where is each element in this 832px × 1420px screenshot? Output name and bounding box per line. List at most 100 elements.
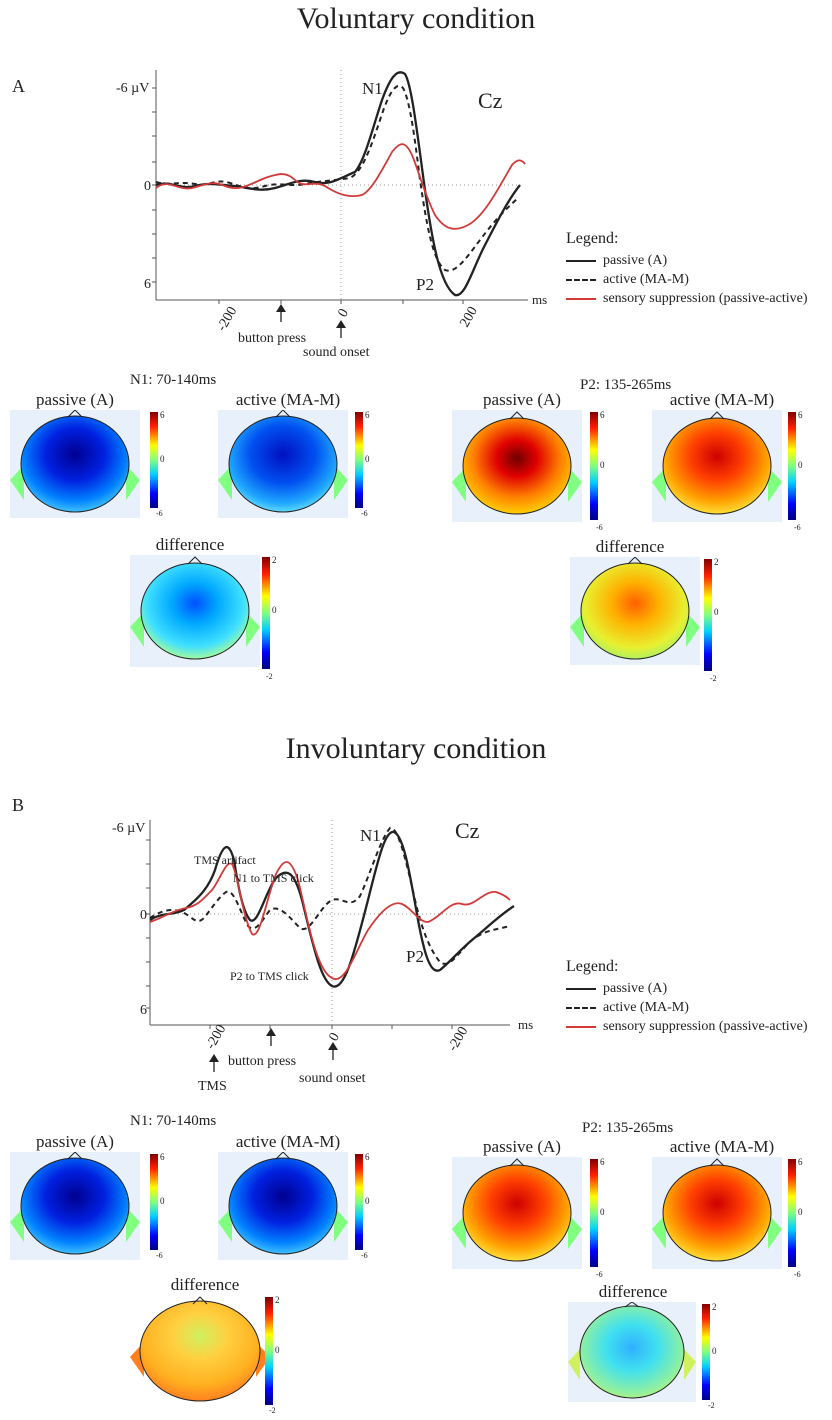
topo-b-n1-passive: passive (A) 6 0 -6	[10, 1132, 175, 1267]
legend-item-suppression: sensory suppression (passive-active)	[566, 1017, 808, 1036]
button-press-label: button press	[238, 331, 306, 346]
button-press-arrow	[276, 304, 286, 322]
x-unit: ms	[532, 292, 547, 307]
svg-text:2: 2	[712, 1302, 717, 1312]
peak-p2-label: P2	[406, 947, 424, 966]
p2-tms-label: P2 to TMS click	[230, 969, 309, 983]
topo-a-n1-passive: passive (A) 6 0 -6	[10, 390, 175, 525]
trace-passive	[155, 71, 521, 297]
legend-item-passive: passive (A)	[566, 251, 808, 270]
x-tick-1: -200	[203, 1022, 229, 1052]
svg-text:6: 6	[600, 1157, 605, 1167]
svg-text:-6: -6	[794, 1270, 801, 1279]
svg-text:0: 0	[714, 607, 719, 617]
topo-b-p2-passive: passive (A) 6 0 -6	[452, 1137, 617, 1292]
button-press-label: button press	[228, 1054, 296, 1069]
svg-text:-6: -6	[156, 509, 163, 518]
topo-a-p2-active: active (MA-M) 6 0 -6	[652, 390, 832, 545]
y-label-zero: 0	[144, 179, 151, 194]
svg-text:0: 0	[712, 1346, 717, 1356]
tms-arrow	[209, 1054, 219, 1072]
svg-text:6: 6	[365, 1152, 370, 1162]
channel-label: Cz	[455, 818, 480, 843]
svg-text:6: 6	[160, 410, 165, 420]
peak-p2-label: P2	[416, 275, 434, 294]
topo-a-n1-difference: difference 2 0 -2	[130, 535, 305, 690]
svg-text:-2: -2	[710, 674, 717, 683]
n1-window-label-a: N1: 70-140ms	[130, 372, 217, 388]
x-tick-2: 0	[335, 306, 351, 320]
legend-item-suppression: sensory suppression (passive-active)	[566, 289, 808, 308]
svg-text:-6: -6	[596, 523, 603, 532]
trace-suppression	[149, 861, 511, 980]
tms-label: TMS	[198, 1079, 227, 1094]
sound-onset-label: sound onset	[299, 1071, 366, 1086]
tms-artifact-label: TMS artifact	[194, 853, 256, 867]
svg-text:-6: -6	[361, 509, 368, 518]
svg-text:0: 0	[365, 454, 370, 464]
x-tick-2: 0	[326, 1030, 342, 1044]
svg-text:-6: -6	[361, 1251, 368, 1260]
trace-active	[149, 827, 511, 965]
legend-item-active: active (MA-M)	[566, 998, 808, 1017]
sound-onset-arrow	[336, 320, 346, 338]
svg-text:0: 0	[365, 1196, 370, 1206]
y-label-top: -6 µV	[112, 821, 145, 836]
x-tick-1: -200	[214, 304, 240, 334]
y-label-bottom: 6	[140, 1003, 147, 1018]
svg-text:-6: -6	[156, 1251, 163, 1260]
topo-b-n1-active: active (MA-M) 6 0 -6	[218, 1132, 398, 1267]
legend-title: Legend:	[566, 230, 619, 247]
svg-text:6: 6	[365, 410, 370, 420]
svg-text:0: 0	[160, 454, 165, 464]
x-tick-3: -200	[445, 1024, 471, 1054]
svg-text:-2: -2	[266, 672, 273, 681]
y-label-zero: 0	[140, 908, 147, 923]
trace-passive	[149, 830, 515, 988]
svg-text:6: 6	[798, 1157, 803, 1167]
legend-item-active: active (MA-M)	[566, 270, 808, 289]
panel-a-label: A	[12, 76, 25, 96]
trace-suppression	[155, 143, 526, 230]
p2-window-label-a: P2: 135-265ms	[580, 377, 672, 393]
topo-a-n1-active: active (MA-M) 6 0 -6	[218, 390, 398, 525]
x-tick-3: 200	[457, 304, 480, 330]
panel-b-label: B	[12, 795, 25, 815]
y-label-bottom: 6	[144, 277, 151, 292]
svg-text:2: 2	[714, 557, 719, 567]
peak-n1-label: N1	[362, 79, 383, 98]
channel-label: Cz	[478, 88, 503, 113]
svg-text:0: 0	[272, 605, 277, 615]
svg-text:0: 0	[160, 1196, 165, 1206]
panel-b-title: Involuntary condition	[285, 732, 547, 765]
trace-active	[155, 85, 519, 272]
sound-onset-arrow	[328, 1042, 338, 1060]
topo-b-n1-difference: difference 2 0 -2	[130, 1275, 305, 1420]
topo-a-p2-passive: passive (A) 6 0 -6	[452, 390, 617, 545]
svg-text:0: 0	[798, 460, 803, 470]
erp-plot-a: -6 µV 0 6 ms -200 0 200 button press sou…	[116, 70, 547, 360]
n1-tms-label: N1 to TMS click	[233, 871, 314, 885]
topo-b-p2-difference: difference 2 0 -2	[568, 1282, 743, 1417]
svg-text:6: 6	[160, 1152, 165, 1162]
svg-text:-2: -2	[269, 1406, 276, 1415]
legend-title: Legend:	[566, 958, 619, 975]
p2-window-label-b: P2: 135-265ms	[582, 1120, 674, 1136]
sound-onset-label: sound onset	[303, 345, 370, 360]
svg-text:2: 2	[275, 1295, 280, 1305]
svg-text:0: 0	[275, 1345, 280, 1355]
button-press-arrow	[266, 1028, 276, 1046]
svg-text:2: 2	[272, 555, 277, 565]
svg-text:6: 6	[798, 410, 803, 420]
svg-text:-6: -6	[596, 1270, 603, 1279]
legend-item-passive: passive (A)	[566, 979, 808, 998]
x-unit: ms	[518, 1017, 533, 1032]
erp-plot-b: -6 µV 0 6 ms -200 0 -200 TMS button pres…	[112, 818, 533, 1094]
svg-text:-2: -2	[708, 1401, 715, 1410]
n1-window-label-b: N1: 70-140ms	[130, 1113, 217, 1129]
svg-text:6: 6	[600, 410, 605, 420]
svg-text:0: 0	[600, 1207, 605, 1217]
topo-a-p2-difference: difference 2 0 -2	[570, 537, 745, 692]
legend-b: Legend: passive (A) active (MA-M) sensor…	[566, 958, 808, 1036]
y-label-top: -6 µV	[116, 81, 149, 96]
